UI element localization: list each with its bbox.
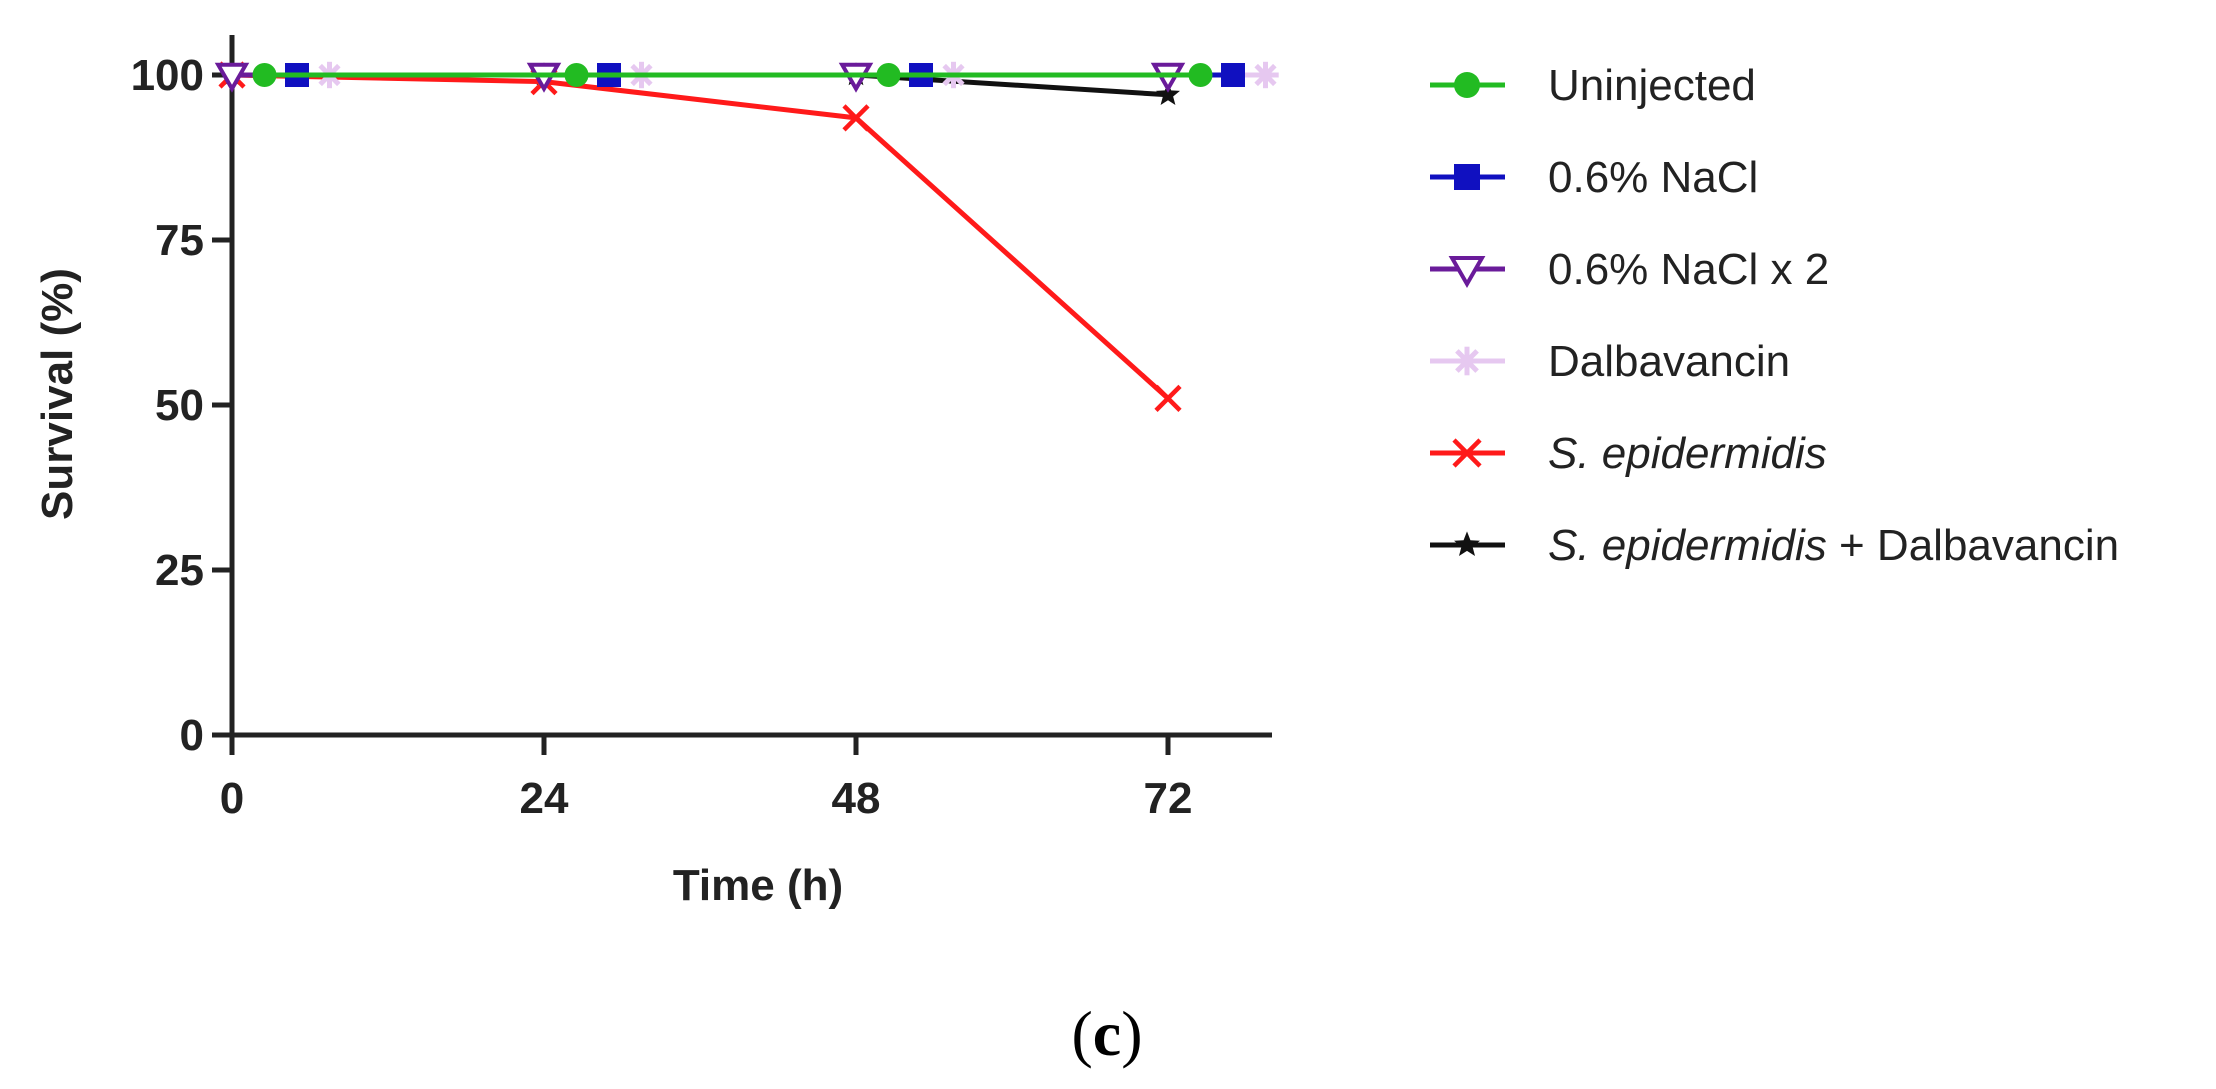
data-point-uninjected — [876, 63, 901, 87]
panel-label-open: ( — [1071, 998, 1092, 1069]
legend-marker — [1452, 438, 1482, 468]
data-point-s-epidermidis — [842, 104, 870, 132]
y-tick-label: 75 — [155, 216, 204, 265]
panel-label: (c) — [1071, 998, 1142, 1069]
legend-item-s-epidermidis-dalbavancin: S. epidermidis + Dalbavancin — [1430, 521, 2119, 570]
legend-item-0-6-nacl: 0.6% NaCl — [1430, 153, 1758, 202]
data-point-s-epidermidis — [1154, 384, 1182, 412]
legend-marker — [1452, 346, 1482, 376]
legend-label-part: S. epidermidis — [1548, 429, 1827, 478]
legend-label: Dalbavancin — [1548, 337, 1790, 386]
x-stroke — [1154, 384, 1182, 412]
legend: Uninjected 0.6% NaCl 0.6% NaCl x 2 Dalbavan… — [1430, 61, 2119, 570]
data-point-uninjected — [252, 63, 277, 87]
x-tick-label: 72 — [1144, 774, 1193, 823]
legend-label: 0.6% NaCl x 2 — [1548, 245, 1829, 294]
legend-label-part: S. epidermidis — [1548, 521, 1827, 570]
legend-marker — [1454, 531, 1480, 557]
asterisk-stroke — [1455, 349, 1479, 373]
legend-label: Uninjected — [1548, 61, 1756, 110]
data-point-uninjected — [564, 63, 589, 87]
series-group — [214, 61, 1279, 412]
x-tick-label: 48 — [832, 774, 881, 823]
data-point-s-epidermidis-dalbavancin — [1156, 82, 1180, 105]
y-axis-title: Survival (%) — [33, 268, 82, 520]
legend-label-part: + Dalbavancin — [1827, 521, 2119, 570]
panel-label-letter: c — [1093, 998, 1121, 1069]
x-axis-title: Time (h) — [673, 861, 843, 910]
legend-label: 0.6% NaCl — [1548, 153, 1758, 202]
x-stroke — [842, 104, 870, 132]
data-point-0-6-nacl — [1221, 63, 1245, 87]
asterisk-stroke — [1254, 63, 1277, 87]
legend-marker — [1454, 72, 1480, 98]
data-point-dalbavancin — [1252, 61, 1279, 89]
panel-label-close: ) — [1121, 998, 1142, 1069]
series-s-epidermidis — [218, 61, 1182, 412]
legend-label-part: 0.6% NaCl — [1548, 153, 1758, 202]
x-stroke — [1452, 438, 1482, 468]
y-tick-label: 50 — [155, 381, 204, 430]
axes: 0 25 50 75 100 0 24 48 72 — [131, 35, 1272, 823]
legend-label-part: 0.6% NaCl x 2 — [1548, 245, 1829, 294]
data-point-uninjected — [1188, 63, 1213, 87]
series-line-s-epidermidis — [231, 72, 1170, 401]
legend-item-0-6-nacl-x-2: 0.6% NaCl x 2 — [1430, 245, 1829, 294]
legend-label: S. epidermidis — [1548, 429, 1827, 478]
y-tick-label: 25 — [155, 546, 204, 595]
series-uninjected — [252, 63, 1213, 87]
legend-marker — [1448, 255, 1486, 288]
data-point-0-6-nacl-x-2 — [214, 62, 250, 93]
legend-marker — [1454, 164, 1480, 190]
legend-label-part: Uninjected — [1548, 61, 1756, 110]
legend-item-uninjected: Uninjected — [1430, 61, 1756, 110]
y-tick-label: 100 — [131, 51, 204, 100]
y-tick-label: 0 — [180, 711, 204, 760]
x-tick-label: 0 — [220, 774, 244, 823]
legend-item-s-epidermidis: S. epidermidis — [1430, 429, 1827, 478]
legend-item-dalbavancin: Dalbavancin — [1430, 337, 1790, 386]
x-tick-label: 24 — [520, 774, 569, 823]
legend-label: S. epidermidis + Dalbavancin — [1548, 521, 2119, 570]
legend-label-part: Dalbavancin — [1548, 337, 1790, 386]
